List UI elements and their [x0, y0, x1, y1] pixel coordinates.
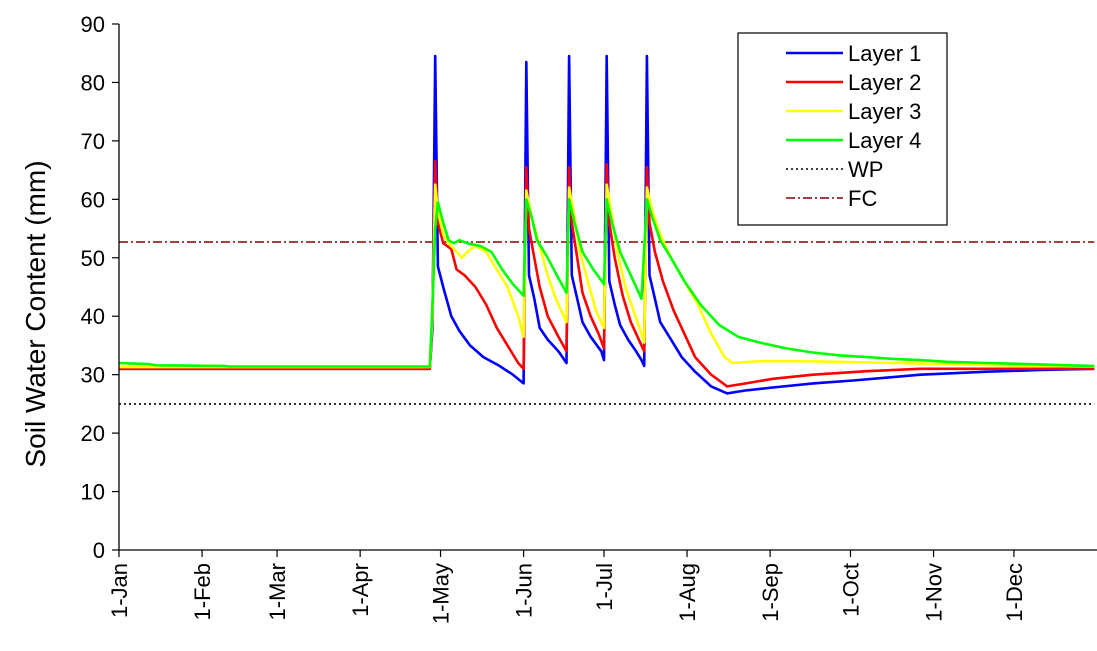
y-tick-label: 40 [81, 304, 105, 329]
y-tick-label: 80 [81, 70, 105, 95]
y-tick-label: 60 [81, 187, 105, 212]
y-tick-label: 20 [81, 421, 105, 446]
series-line-layer-2 [119, 160, 1095, 388]
x-tick-label: 1-Dec [1002, 563, 1027, 622]
y-tick-label: 30 [81, 363, 105, 388]
y-tick-label: 70 [81, 129, 105, 154]
y-tick-label: 10 [81, 480, 105, 505]
x-tick-label: 1-Jun [512, 563, 537, 618]
y-tick-label: 0 [93, 538, 105, 563]
legend-label: FC [848, 186, 877, 211]
series-line-layer-3 [119, 183, 1095, 369]
series-group [118, 54, 1095, 405]
x-tick-label: 1-Jan [107, 563, 132, 618]
x-tick-label: 1-Aug [675, 563, 700, 622]
x-tick-label: 1-Mar [265, 563, 290, 620]
x-tick-label: 1-Jul [592, 563, 617, 611]
y-tick-label: 90 [81, 12, 105, 37]
legend: Layer 1 Layer 2 Layer 3 Layer 4 WP FC [737, 32, 948, 226]
legend-label: Layer 4 [848, 128, 921, 153]
x-tick-label: 1-Apr [348, 563, 373, 617]
x-tick-label: 1-May [429, 563, 454, 624]
x-tick-label: 1-Feb [190, 563, 215, 620]
series-line-layer-1 [119, 54, 1095, 395]
legend-label: Layer 3 [848, 99, 921, 124]
legend-label: WP [848, 157, 883, 182]
y-tick-label: 50 [81, 246, 105, 271]
y-axis-title: Soil Water Content (mm) [20, 160, 51, 467]
legend-box [737, 32, 948, 226]
x-tick-label: 1-Sep [758, 563, 783, 622]
legend-label: Layer 2 [848, 70, 921, 95]
x-tick-label: 1-Oct [838, 563, 863, 617]
legend-label: Layer 1 [848, 41, 921, 66]
series-line-layer-4 [118, 198, 1095, 368]
x-tick-label: 1-Nov [922, 563, 947, 622]
axes-group: 0 10 20 30 40 50 60 70 80 90 1-Jan 1-Feb 1-Mar 1-Apr 1… [81, 12, 1097, 624]
